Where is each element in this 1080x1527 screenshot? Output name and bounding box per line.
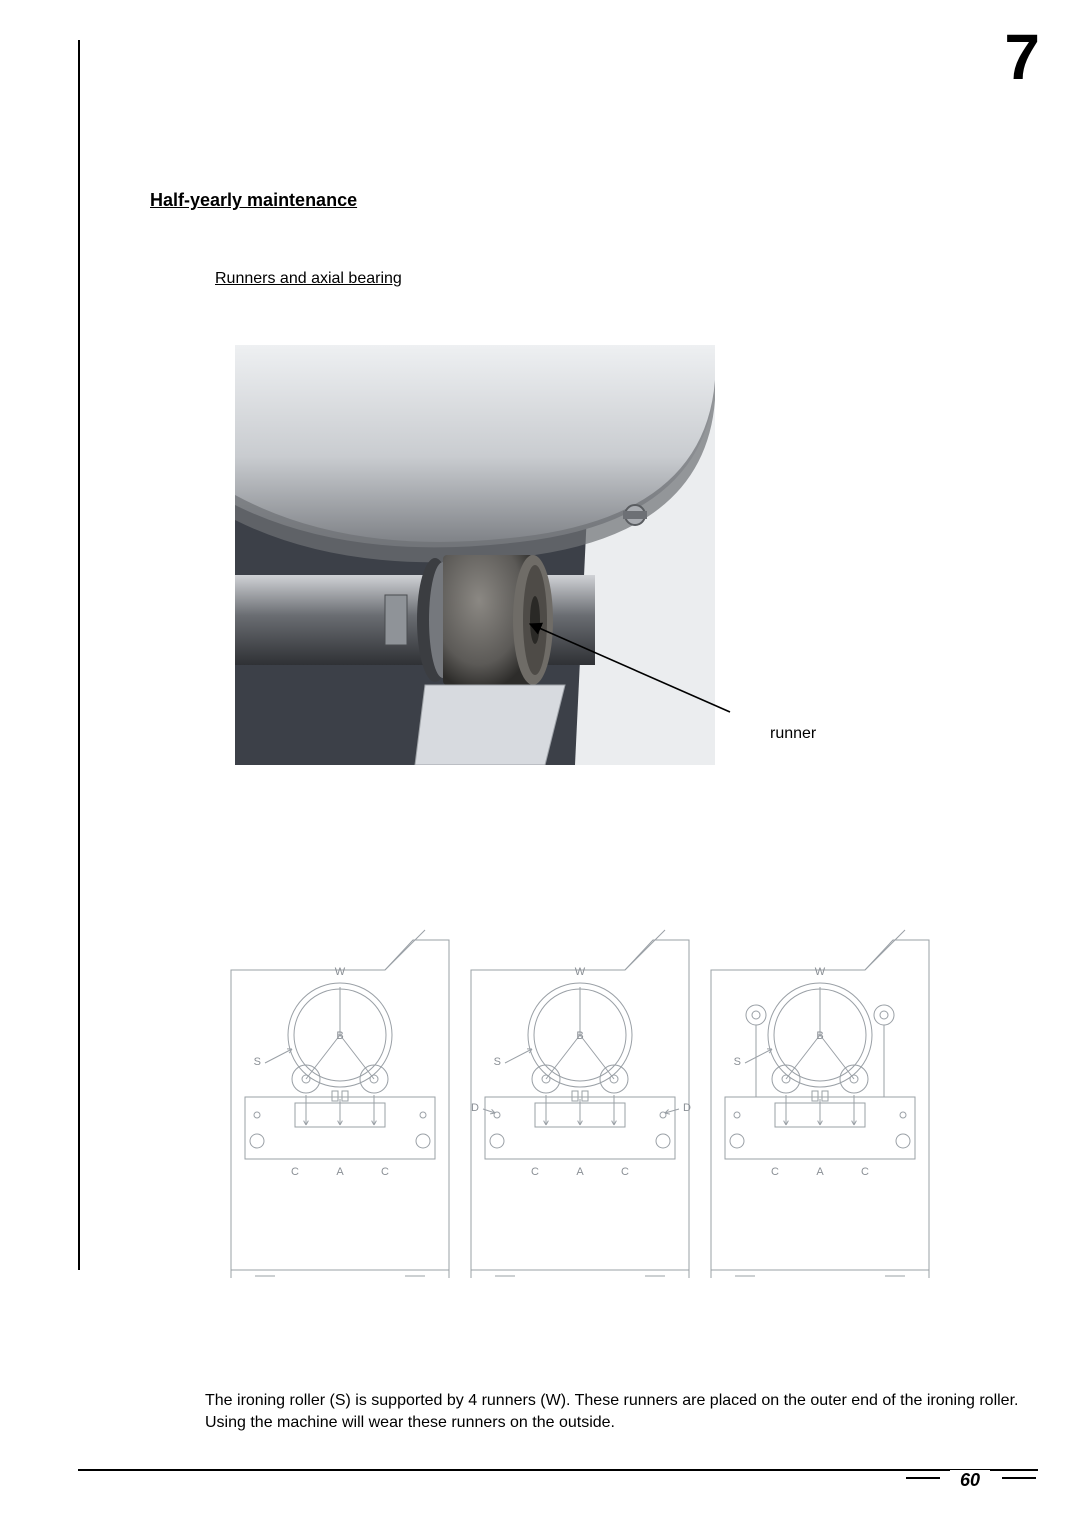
svg-text:A: A xyxy=(576,1166,584,1178)
svg-text:B: B xyxy=(336,1030,343,1042)
svg-text:W: W xyxy=(575,966,586,978)
svg-text:C: C xyxy=(531,1166,539,1178)
left-rule xyxy=(78,40,80,1270)
svg-text:C: C xyxy=(861,1166,869,1178)
footer-dash-left xyxy=(906,1477,940,1479)
svg-text:C: C xyxy=(291,1166,299,1178)
svg-text:D: D xyxy=(471,1102,479,1114)
svg-text:A: A xyxy=(336,1166,344,1178)
svg-text:D: D xyxy=(683,1102,691,1114)
svg-text:A: A xyxy=(816,1166,824,1178)
svg-text:C: C xyxy=(621,1166,629,1178)
body-paragraph: The ironing roller (S) is supported by 4… xyxy=(205,1390,1025,1433)
manual-page: 7 Half-yearly maintenance Runners and ax… xyxy=(0,0,1080,1527)
heading-main: Half-yearly maintenance xyxy=(150,190,357,211)
svg-text:S: S xyxy=(494,1056,501,1068)
runner-photo xyxy=(235,345,715,765)
page-number: 60 xyxy=(950,1470,990,1491)
svg-text:W: W xyxy=(335,966,346,978)
diagram-row: W B S C C A W B S C C A D D W B S C C A xyxy=(225,920,925,1290)
diagram-1: W B S C C A xyxy=(225,920,455,1290)
footer-dash-right xyxy=(1002,1477,1036,1479)
svg-text:B: B xyxy=(816,1030,823,1042)
footer-rule xyxy=(78,1469,1038,1471)
diagram-2: W B S C C A D D xyxy=(465,920,695,1290)
svg-text:W: W xyxy=(815,966,826,978)
chapter-number: 7 xyxy=(1004,20,1040,94)
heading-sub: Runners and axial bearing xyxy=(215,270,402,288)
svg-text:C: C xyxy=(771,1166,779,1178)
svg-text:S: S xyxy=(254,1056,261,1068)
svg-text:B: B xyxy=(576,1030,583,1042)
diagram-3: W B S C C A xyxy=(705,920,935,1290)
callout-label: runner xyxy=(770,725,816,743)
svg-text:C: C xyxy=(381,1166,389,1178)
svg-text:S: S xyxy=(734,1056,741,1068)
